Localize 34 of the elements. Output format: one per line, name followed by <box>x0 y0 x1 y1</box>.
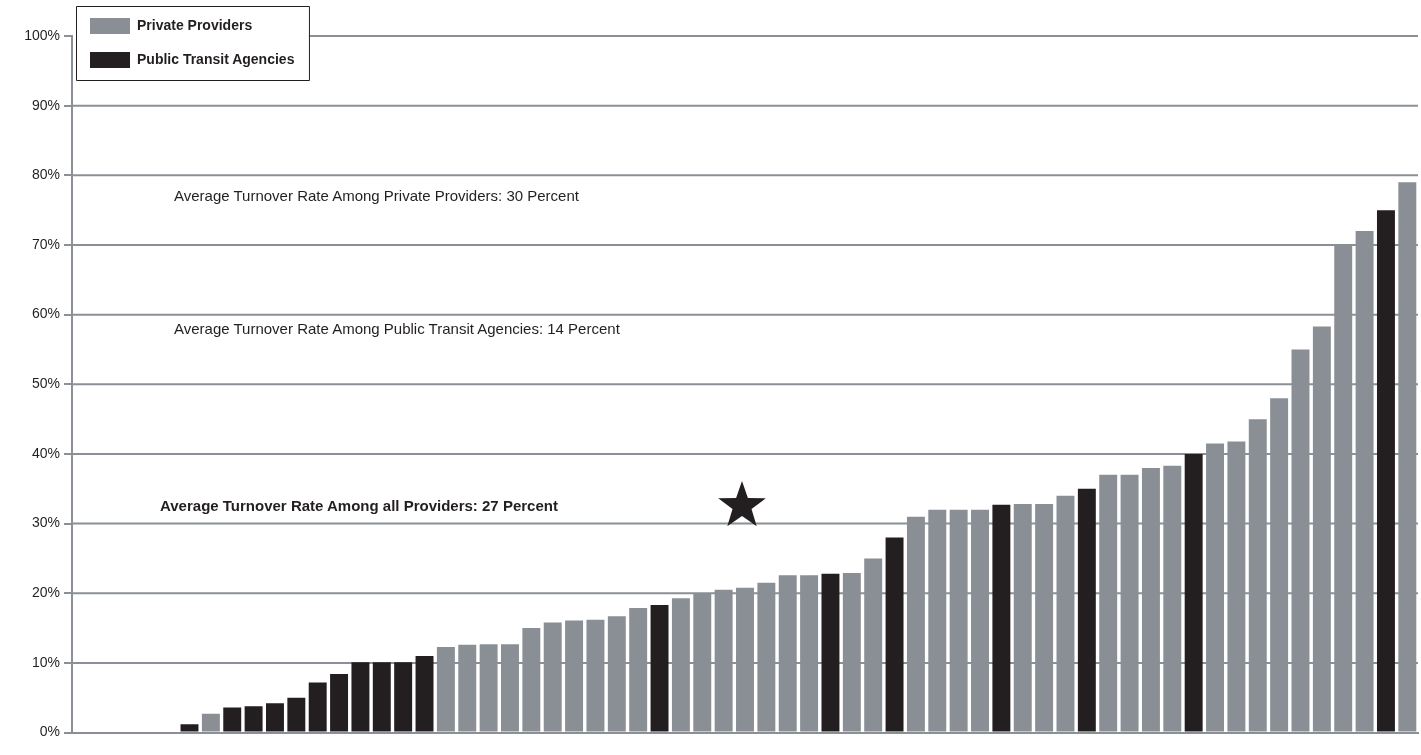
annotation: Average Turnover Rate Among Public Transit Agencies: 14 Percent <box>174 319 620 337</box>
bar <box>180 724 199 732</box>
bar <box>821 573 840 732</box>
y-tick-label: 20% <box>31 584 60 601</box>
bar <box>415 655 434 732</box>
bar <box>992 504 1011 732</box>
bar <box>244 706 263 732</box>
bar <box>308 682 327 732</box>
y-tick-label: 60% <box>31 305 60 322</box>
legend-label: Private Providers <box>137 16 253 33</box>
bar <box>330 674 349 732</box>
y-tick-label: 10% <box>31 653 60 670</box>
bar <box>1184 453 1203 732</box>
y-tick-label: 30% <box>31 514 60 531</box>
bar <box>394 662 413 732</box>
bar <box>223 707 242 732</box>
bar <box>351 662 370 732</box>
annotation: Average Turnover Rate Among all Providers: 27 Percent <box>160 497 558 515</box>
y-tick-label: 90% <box>31 96 60 113</box>
bar <box>266 703 284 732</box>
bar <box>372 662 391 732</box>
y-tick-label: 80% <box>31 166 60 183</box>
y-tick-label: 70% <box>31 235 60 252</box>
y-tick-label: 0% <box>39 723 60 740</box>
y-tick-label: 50% <box>31 375 60 392</box>
bar <box>650 605 669 732</box>
annotation: Average Turnover Rate Among Private Providers: 30 Percent <box>174 187 579 205</box>
bar <box>885 537 904 732</box>
bar <box>1376 210 1395 732</box>
y-tick-label: 40% <box>31 444 60 461</box>
bar <box>1077 488 1096 732</box>
bar <box>287 697 306 732</box>
y-tick-label: 100% <box>24 26 60 43</box>
legend-label: Public Transit Agencies <box>137 50 295 67</box>
